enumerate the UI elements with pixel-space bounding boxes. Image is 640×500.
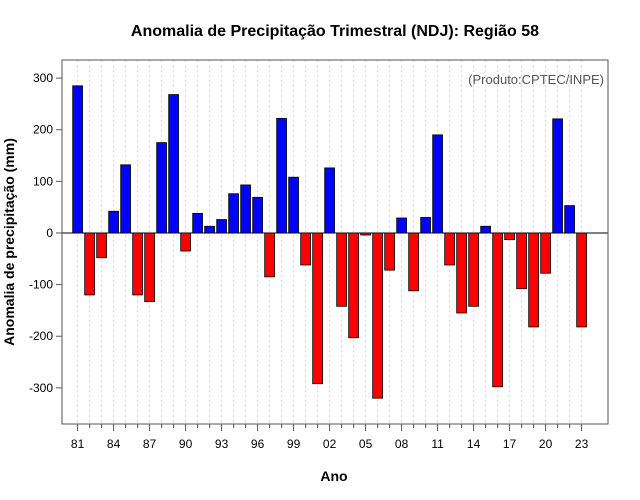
bar-2006 xyxy=(372,232,383,399)
bar-1992 xyxy=(204,225,215,234)
bar-2007 xyxy=(384,232,395,271)
bar-1995 xyxy=(240,184,251,234)
bar-1989 xyxy=(168,94,179,234)
x-tick-label: 14 xyxy=(467,437,481,451)
bar-2022 xyxy=(564,205,575,234)
bar-1988 xyxy=(156,142,167,234)
bar-2000 xyxy=(300,232,311,266)
bar-1991 xyxy=(192,212,203,234)
x-axis: 81 84 87 90 93 96 99 02 05 08 11 14 17 20 23 xyxy=(71,424,589,451)
bar-2002 xyxy=(324,167,335,234)
bar-2023 xyxy=(576,232,587,328)
bar-2005 xyxy=(360,232,371,236)
bar-2001 xyxy=(312,232,323,385)
bar-2014 xyxy=(468,232,479,307)
plot-frame xyxy=(61,59,609,425)
x-tick-label: 96 xyxy=(251,437,265,451)
x-tick-label: 99 xyxy=(287,437,301,451)
bar-2015 xyxy=(480,225,491,234)
chart-title: Anomalia de Precipitação Trimestral (NDJ… xyxy=(131,23,539,40)
bar-2012 xyxy=(444,232,455,266)
x-axis-label: Ano xyxy=(320,468,347,484)
x-tick-label: 08 xyxy=(395,437,409,451)
bar-2019 xyxy=(528,232,539,328)
bar-2016 xyxy=(492,232,503,388)
bar-2018 xyxy=(516,232,527,290)
x-tick-label: 20 xyxy=(539,437,553,451)
y-tick-label: 0 xyxy=(46,226,53,240)
bar-1999 xyxy=(288,176,299,234)
y-axis-label: Anomalia de precipitação (mm) xyxy=(1,138,17,346)
y-tick-label: 200 xyxy=(33,123,53,137)
bar-1990 xyxy=(180,232,191,252)
bar-1983 xyxy=(96,232,107,259)
x-tick-label: 11 xyxy=(431,437,444,451)
y-tick-label: 100 xyxy=(33,174,53,188)
bar-1987 xyxy=(144,232,155,303)
x-tick-label: 05 xyxy=(359,437,373,451)
bar-1984 xyxy=(108,210,119,234)
bar-2017 xyxy=(504,232,515,241)
bar-2020 xyxy=(540,232,551,274)
x-tick-label: 90 xyxy=(179,437,193,451)
bar-1981 xyxy=(72,85,83,234)
x-tick-label: 84 xyxy=(107,437,121,451)
bars xyxy=(72,85,587,399)
x-tick-label: 93 xyxy=(215,437,229,451)
bar-1985 xyxy=(120,164,131,234)
x-tick-label: 17 xyxy=(503,437,517,451)
bar-2003 xyxy=(336,232,347,307)
y-tick-label: 300 xyxy=(33,71,53,85)
x-tick-label: 02 xyxy=(323,437,337,451)
y-axis: -300 -200 -100 0 100 200 300 xyxy=(29,71,62,395)
y-tick-label: -200 xyxy=(29,329,53,343)
credit-label: (Produto:CPTEC/INPE) xyxy=(468,72,604,87)
bar-2008 xyxy=(396,217,407,234)
bar-2004 xyxy=(348,232,359,339)
x-tick-label: 23 xyxy=(575,437,589,451)
bar-1996 xyxy=(252,196,263,234)
bar-1998 xyxy=(276,117,287,234)
bar-2011 xyxy=(432,134,443,234)
bar-1993 xyxy=(216,219,227,234)
bar-1982 xyxy=(84,232,95,296)
bar-2013 xyxy=(456,232,467,314)
x-tick-label: 87 xyxy=(143,437,157,451)
x-tick-label: 81 xyxy=(71,437,85,451)
bar-2010 xyxy=(420,217,431,234)
bar-1997 xyxy=(264,232,275,278)
bar-2021 xyxy=(552,118,563,234)
bar-2009 xyxy=(408,232,419,292)
y-tick-label: -300 xyxy=(29,381,53,395)
bar-1994 xyxy=(228,193,239,234)
bar-1986 xyxy=(132,232,143,296)
y-tick-label: -100 xyxy=(29,278,53,292)
